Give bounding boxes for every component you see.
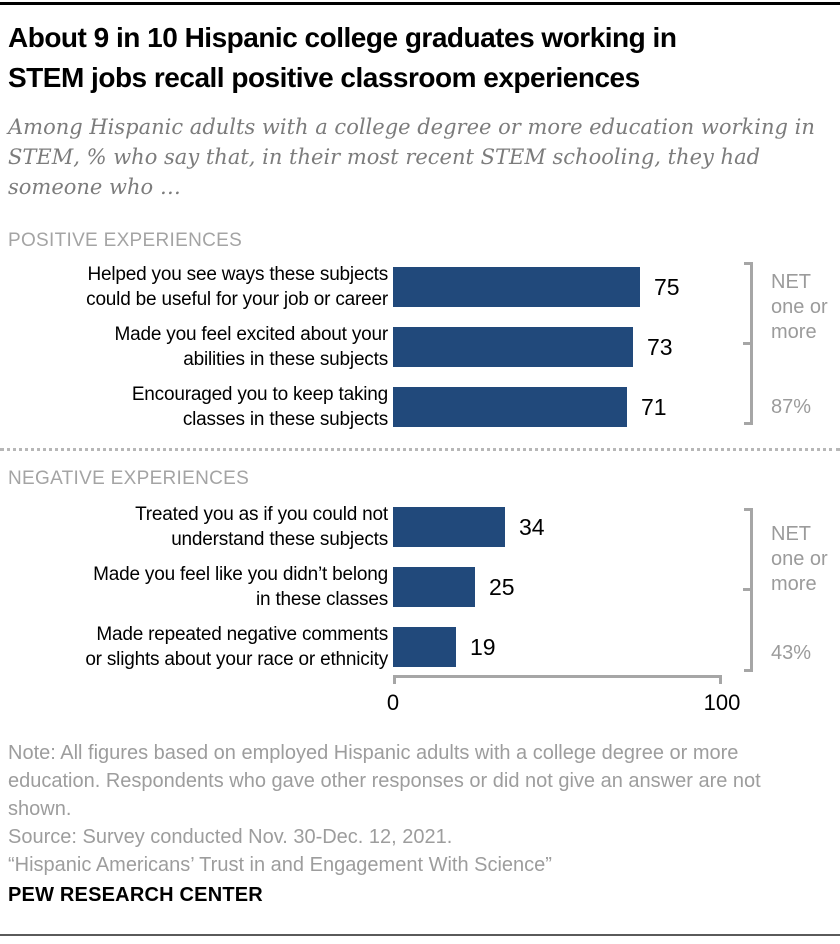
chart-subtitle: Among Hispanic adults with a college deg… xyxy=(8,115,815,199)
top-rule xyxy=(0,2,840,5)
page-title: About 9 in 10 Hispanic college graduates… xyxy=(8,22,677,93)
bracket-tick xyxy=(743,588,750,591)
bar-row: Treated you as if you could not understa… xyxy=(0,504,840,550)
bar xyxy=(393,327,633,367)
bar-value-label: 25 xyxy=(489,574,515,600)
bar xyxy=(393,267,640,307)
bottom-rule xyxy=(0,934,840,936)
net-bracket-positive xyxy=(743,262,753,425)
x-axis-tick-min: 0 xyxy=(386,690,400,715)
footnote: Note: All figures based on employed Hisp… xyxy=(8,742,761,820)
bar-value-label: 73 xyxy=(647,334,673,360)
net-label-negative: NET one or more xyxy=(771,523,828,595)
category-label: Helped you see ways these subjects could… xyxy=(86,264,388,310)
bar-row: Made you feel excited about your abiliti… xyxy=(0,324,840,370)
category-label: Made repeated negative comments or sligh… xyxy=(85,624,388,670)
brand-wordmark: PEW RESEARCH CENTER xyxy=(8,884,263,906)
bar-value-label: 75 xyxy=(654,274,680,300)
category-label: Encouraged you to keep taking classes in… xyxy=(131,384,388,430)
bracket-tick xyxy=(743,341,750,345)
category-label: Treated you as if you could not understa… xyxy=(135,504,388,550)
bar xyxy=(393,507,505,547)
report-title: “Hispanic Americans’ Trust in and Engage… xyxy=(8,854,552,876)
net-label-positive: NET one or more xyxy=(771,271,828,343)
x-axis xyxy=(393,675,722,684)
bar-row: Made repeated negative comments or sligh… xyxy=(0,624,840,670)
net-value-positive: 87% xyxy=(771,396,812,418)
bar xyxy=(393,567,475,607)
section-heading-negative: NEGATIVE EXPERIENCES xyxy=(8,468,250,489)
net-value-negative: 43% xyxy=(771,642,812,664)
bar-value-label: 34 xyxy=(519,514,545,540)
section-divider xyxy=(0,448,840,451)
net-bracket-negative xyxy=(743,508,753,672)
bar-value-label: 71 xyxy=(641,394,667,420)
bar xyxy=(393,387,627,427)
bar-value-label: 19 xyxy=(470,634,496,660)
category-label: Made you feel excited about your abiliti… xyxy=(114,324,389,370)
bar-row: Helped you see ways these subjects could… xyxy=(0,264,840,310)
section-heading-positive: POSITIVE EXPERIENCES xyxy=(8,230,243,251)
bar-row: Made you feel like you didn’t belong in … xyxy=(0,564,840,610)
bar-row: Encouraged you to keep taking classes in… xyxy=(0,384,840,430)
category-label: Made you feel like you didn’t belong in … xyxy=(93,564,388,610)
source-line: Source: Survey conducted Nov. 30-Dec. 12… xyxy=(8,826,453,848)
x-axis-tick-max: 100 xyxy=(703,690,741,715)
bar xyxy=(393,627,456,667)
